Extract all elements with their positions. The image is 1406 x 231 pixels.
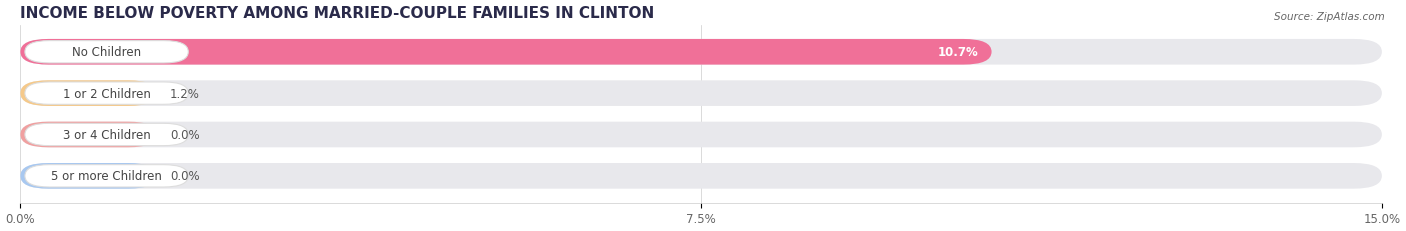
Text: 1.2%: 1.2% <box>170 87 200 100</box>
Text: 0.0%: 0.0% <box>170 170 200 182</box>
FancyBboxPatch shape <box>20 40 991 65</box>
Text: 0.0%: 0.0% <box>170 128 200 141</box>
Text: 1 or 2 Children: 1 or 2 Children <box>63 87 150 100</box>
FancyBboxPatch shape <box>20 122 156 148</box>
Text: Source: ZipAtlas.com: Source: ZipAtlas.com <box>1274 12 1385 21</box>
FancyBboxPatch shape <box>20 122 1382 148</box>
Text: No Children: No Children <box>72 46 141 59</box>
Text: INCOME BELOW POVERTY AMONG MARRIED-COUPLE FAMILIES IN CLINTON: INCOME BELOW POVERTY AMONG MARRIED-COUPL… <box>20 6 655 21</box>
FancyBboxPatch shape <box>20 81 1382 106</box>
FancyBboxPatch shape <box>20 40 1382 65</box>
Text: 5 or more Children: 5 or more Children <box>51 170 162 182</box>
FancyBboxPatch shape <box>25 124 188 146</box>
FancyBboxPatch shape <box>20 163 1382 189</box>
FancyBboxPatch shape <box>25 83 188 105</box>
FancyBboxPatch shape <box>20 163 156 189</box>
FancyBboxPatch shape <box>25 165 188 187</box>
Text: 10.7%: 10.7% <box>938 46 979 59</box>
FancyBboxPatch shape <box>20 81 156 106</box>
Text: 3 or 4 Children: 3 or 4 Children <box>63 128 150 141</box>
FancyBboxPatch shape <box>25 41 188 64</box>
